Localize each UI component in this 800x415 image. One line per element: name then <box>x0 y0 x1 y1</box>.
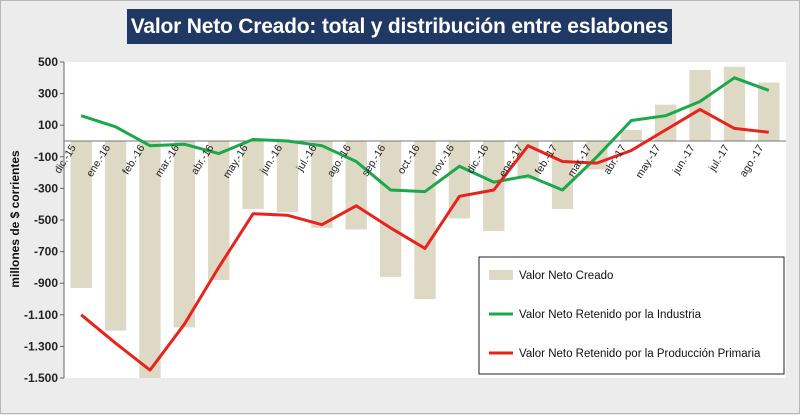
y-tick-label: 100 <box>38 118 58 132</box>
bar-jun.-16 <box>276 141 299 213</box>
legend: Valor Neto Creado Valor Neto Retenido por… <box>478 256 785 375</box>
line-series-1 <box>80 76 770 194</box>
bar-dic.-15 <box>70 141 92 288</box>
bar-oct.-16 <box>414 141 436 299</box>
y-tick-label: 500 <box>38 55 58 69</box>
chart-title: Valor Neto Creado: total y distribución … <box>127 9 672 44</box>
legend-label: Valor Neto Retenido por la Producción Pr… <box>519 348 761 360</box>
y-tick-label: -500 <box>34 213 58 227</box>
y-tick-label: -1.500 <box>24 371 58 385</box>
bar-jul.-16 <box>311 141 333 228</box>
bar-abr.-17 <box>620 129 642 141</box>
y-tick-label: -1.100 <box>24 308 58 322</box>
legend-label: Valor Neto Retenido por la Industria <box>519 309 702 321</box>
bar-feb.-16 <box>139 141 161 378</box>
bar-ago.-17 <box>758 82 780 141</box>
legend-label: Valor Neto Creado <box>519 270 613 282</box>
bar-ene.-16 <box>104 141 127 331</box>
legend-swatch-bar <box>489 270 513 280</box>
y-axis-label: millones de $ corrientes <box>8 150 22 288</box>
bar-mar.-16 <box>173 141 195 328</box>
bar-sep.-16 <box>379 141 402 277</box>
y-tick-label: -1.300 <box>24 339 58 353</box>
bar-abr.-16 <box>208 141 230 281</box>
y-tick-label: -900 <box>34 276 58 290</box>
bar-jun.-17 <box>689 69 711 141</box>
bar-nov.-16 <box>448 141 471 219</box>
line-series-2 <box>80 107 769 372</box>
bar-jul.-17 <box>723 66 746 141</box>
legend-box <box>478 256 785 375</box>
y-tick-label: -100 <box>34 150 58 164</box>
y-tick-label: -300 <box>34 181 58 195</box>
y-tick-label: 300 <box>38 87 58 101</box>
bar-may.-16 <box>242 141 264 209</box>
bar-dic.-16 <box>483 141 505 232</box>
y-tick-label: -700 <box>34 245 58 259</box>
